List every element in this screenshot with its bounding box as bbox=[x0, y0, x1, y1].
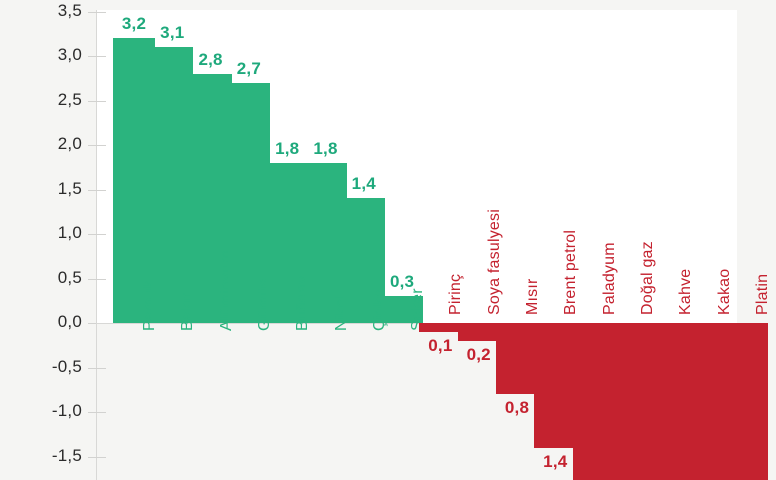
y-axis-tick: -0,5 bbox=[0, 357, 120, 376]
category-label: Doğal gaz bbox=[638, 241, 656, 315]
bar-value-label: 1,8 bbox=[275, 138, 300, 158]
y-axis-tick-mark bbox=[88, 456, 106, 458]
y-axis-tick: 1,5 bbox=[0, 179, 120, 198]
bar[interactable] bbox=[457, 323, 500, 341]
y-axis-tick-label: 0,0 bbox=[57, 312, 82, 331]
y-axis-tick: 3,5 bbox=[0, 1, 120, 20]
category-label: Kahve bbox=[677, 268, 695, 315]
bar[interactable] bbox=[342, 198, 385, 323]
bar[interactable] bbox=[113, 38, 155, 323]
y-axis-tick-mark bbox=[88, 11, 106, 13]
category-label: Brent petrol bbox=[562, 229, 580, 315]
y-axis-tick-label: -1,0 bbox=[51, 401, 82, 420]
y-axis-tick-label: -1,5 bbox=[51, 445, 82, 465]
bar-value-label: 1,4 bbox=[543, 451, 568, 471]
bar-value-label: 1,4 bbox=[351, 174, 376, 194]
bar[interactable] bbox=[725, 323, 768, 480]
bar[interactable] bbox=[381, 296, 424, 323]
bar[interactable] bbox=[496, 323, 538, 395]
bar-value-label: 3,1 bbox=[160, 23, 185, 43]
bar[interactable] bbox=[534, 323, 577, 448]
bar-value-label: 3,2 bbox=[121, 14, 147, 34]
y-axis-tick-label: 2,5 bbox=[57, 89, 82, 109]
y-axis-tick: -1,5 bbox=[0, 446, 120, 465]
bar[interactable] bbox=[419, 323, 462, 332]
y-axis-tick: -1,0 bbox=[0, 401, 120, 420]
y-axis-tick-mark bbox=[88, 189, 106, 191]
category-label: Kakao bbox=[715, 268, 733, 315]
bar-value-label: 0,1 bbox=[428, 335, 453, 355]
y-axis-tick-label: 3,5 bbox=[57, 0, 82, 20]
y-axis-tick-mark bbox=[88, 145, 106, 146]
bar-value-label: 2,8 bbox=[198, 49, 223, 69]
bar-value-label: 0,8 bbox=[504, 398, 530, 418]
bar[interactable] bbox=[189, 73, 232, 323]
category-label: Pirinç bbox=[447, 273, 465, 315]
bar-value-label: 0,2 bbox=[466, 344, 491, 364]
y-axis-tick-label: 2,0 bbox=[57, 134, 82, 153]
bar[interactable] bbox=[304, 162, 347, 323]
category-label: Soya fasulyesi bbox=[485, 209, 503, 315]
y-axis-tick-label: 1,5 bbox=[57, 178, 82, 198]
category-label: Paladyum bbox=[600, 242, 618, 315]
y-axis-tick-label: -0,5 bbox=[51, 356, 82, 376]
y-axis-tick-mark bbox=[88, 56, 106, 57]
y-axis-tick-mark bbox=[88, 412, 106, 413]
y-axis-tick-label: 1,0 bbox=[57, 223, 82, 242]
y-axis-tick: 2,0 bbox=[0, 134, 120, 153]
y-axis-tick: 0,5 bbox=[0, 268, 120, 287]
bar[interactable] bbox=[572, 323, 615, 480]
y-axis-tick-label: 3,0 bbox=[57, 45, 82, 64]
bar-value-label: 1,8 bbox=[313, 138, 338, 158]
category-label: Platin bbox=[753, 273, 771, 315]
y-axis-line bbox=[96, 10, 97, 480]
bar[interactable] bbox=[687, 323, 730, 480]
y-axis-tick-mark bbox=[88, 278, 106, 280]
bar[interactable] bbox=[649, 323, 692, 480]
bar[interactable] bbox=[227, 82, 270, 323]
bar[interactable] bbox=[151, 47, 194, 323]
bar-value-label: 2,7 bbox=[236, 58, 261, 78]
bar-value-label: 0,3 bbox=[389, 272, 415, 292]
bar[interactable] bbox=[610, 323, 653, 480]
y-axis-tick: 1,0 bbox=[0, 223, 120, 242]
bar[interactable] bbox=[266, 162, 309, 323]
zero-baseline bbox=[96, 323, 737, 324]
y-axis-tick-mark bbox=[88, 100, 106, 102]
y-axis-tick: 3,0 bbox=[0, 45, 120, 64]
category-label: Mısır bbox=[524, 278, 541, 315]
y-axis-tick-mark bbox=[88, 367, 106, 369]
y-axis-tick: 2,5 bbox=[0, 90, 120, 109]
y-axis-tick-mark bbox=[88, 234, 106, 235]
y-axis-tick-label: 0,5 bbox=[57, 267, 82, 287]
